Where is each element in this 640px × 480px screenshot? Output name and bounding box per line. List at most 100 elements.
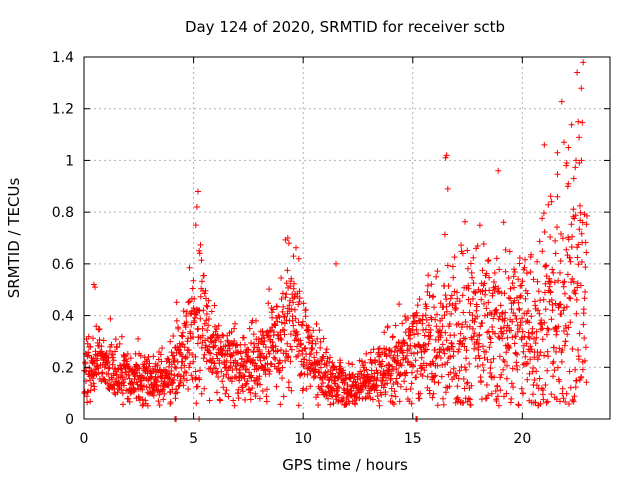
data-point	[296, 348, 302, 355]
data-point	[150, 392, 157, 399]
data-point	[197, 315, 204, 322]
data-point	[424, 346, 430, 353]
data-point	[87, 398, 94, 405]
data-point	[414, 302, 421, 309]
data-point	[260, 354, 267, 361]
data-point	[170, 333, 177, 339]
data-point	[554, 193, 561, 200]
data-point	[398, 362, 405, 369]
x-tick-label: 5	[189, 431, 198, 447]
data-point	[314, 335, 321, 342]
data-point	[548, 316, 555, 323]
data-point	[548, 198, 555, 205]
data-point	[470, 280, 477, 287]
data-point	[450, 274, 457, 281]
data-point	[539, 215, 546, 222]
data-point	[296, 288, 303, 295]
data-point	[316, 368, 323, 375]
data-point	[544, 398, 551, 405]
data-point	[380, 384, 387, 391]
data-point	[563, 390, 570, 397]
data-point	[554, 171, 561, 178]
data-point	[464, 379, 471, 386]
data-point	[559, 385, 566, 392]
data-point	[434, 311, 440, 318]
data-point	[514, 294, 520, 301]
data-point	[411, 342, 418, 349]
data-point	[526, 370, 533, 377]
data-point	[243, 366, 250, 373]
data-point	[195, 188, 201, 195]
data-point	[518, 385, 525, 392]
data-point	[568, 244, 575, 250]
data-point	[284, 340, 291, 347]
data-point	[546, 283, 553, 290]
data-point	[562, 338, 569, 345]
data-point	[532, 399, 539, 406]
data-point	[351, 374, 358, 381]
data-point	[94, 355, 101, 362]
data-point	[532, 340, 539, 347]
data-point	[518, 292, 524, 299]
data-point	[534, 258, 541, 265]
data-point	[451, 254, 458, 261]
data-point	[349, 361, 356, 368]
data-point	[369, 396, 376, 403]
data-point	[247, 389, 254, 396]
data-point	[203, 317, 210, 324]
data-point	[479, 320, 486, 326]
data-point	[483, 382, 490, 388]
data-point	[219, 332, 226, 338]
data-point	[548, 297, 555, 303]
data-point	[582, 239, 589, 246]
data-point	[119, 390, 126, 397]
data-point	[202, 342, 209, 349]
data-point	[279, 290, 286, 297]
data-point	[465, 265, 471, 272]
data-point	[235, 386, 242, 393]
data-point	[403, 369, 410, 376]
data-point	[479, 267, 486, 274]
data-point	[228, 328, 235, 335]
data-point	[156, 391, 163, 398]
data-point	[396, 372, 403, 379]
data-point	[189, 285, 196, 292]
data-point	[481, 280, 488, 287]
data-point	[539, 248, 546, 255]
data-point	[183, 308, 190, 315]
data-point	[505, 343, 512, 350]
data-point	[469, 295, 476, 302]
data-point	[564, 271, 571, 278]
data-point	[517, 322, 524, 328]
data-point	[401, 378, 408, 385]
data-point	[274, 331, 281, 338]
data-point	[114, 344, 121, 351]
data-point	[488, 390, 495, 397]
x-tick-label: 15	[404, 431, 422, 447]
data-point	[92, 284, 98, 291]
data-point	[406, 346, 412, 353]
data-point	[179, 329, 186, 336]
data-point	[376, 402, 383, 409]
data-point	[285, 379, 292, 386]
data-point	[552, 237, 559, 244]
data-point	[127, 355, 134, 362]
data-point	[256, 346, 263, 353]
data-point	[244, 346, 251, 353]
data-point	[208, 308, 215, 315]
data-point	[551, 367, 558, 374]
data-point	[443, 337, 450, 344]
data-point	[443, 152, 450, 159]
data-point	[495, 333, 502, 340]
data-point	[498, 371, 505, 378]
data-point	[511, 269, 518, 275]
data-point	[412, 357, 419, 364]
data-point	[217, 397, 224, 404]
data-point	[202, 287, 209, 294]
data-point	[137, 378, 144, 385]
data-point	[500, 219, 507, 226]
x-tick-label: 0	[80, 431, 89, 447]
data-point	[108, 341, 115, 348]
data-point	[421, 367, 428, 374]
data-point	[383, 353, 390, 360]
